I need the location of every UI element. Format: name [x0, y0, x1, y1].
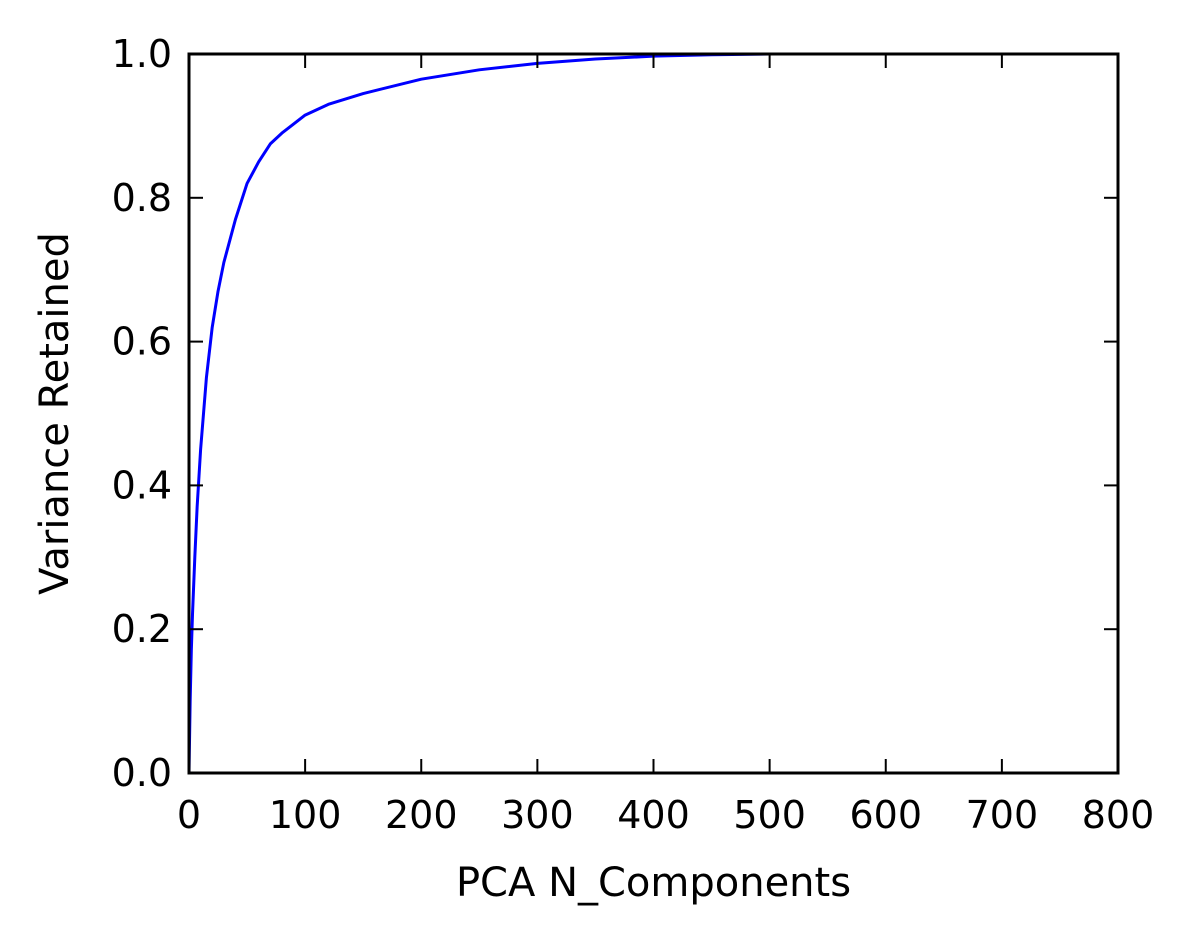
- x-tick-label-5: 500: [733, 793, 806, 837]
- x-tick-label-2: 200: [385, 793, 458, 837]
- tick-labels: 0 100 200 300 400 500 600 700 800 0.0 0.2 0.4 0.6 0.8…: [112, 32, 1155, 837]
- y-tick-label-3: 0.6: [112, 320, 172, 364]
- y-tick-label-1: 0.2: [112, 607, 172, 651]
- plot-frame: [187, 52, 1120, 775]
- y-tick-label-2: 0.4: [112, 463, 172, 507]
- x-tick-label-7: 700: [966, 793, 1039, 837]
- x-tick-label-4: 400: [617, 793, 690, 837]
- x-axis-label: PCA N_Components: [456, 860, 851, 906]
- x-tick-label-6: 600: [849, 793, 922, 837]
- y-tick-label-0: 0.0: [112, 751, 172, 795]
- series-line-0: [187, 52, 886, 774]
- y-tick-label-4: 0.8: [112, 176, 172, 220]
- x-tick-label-8: 800: [1082, 793, 1155, 837]
- y-tick-label-5: 1.0: [112, 32, 172, 76]
- y-axis-label: Variance Retained: [32, 232, 78, 595]
- x-tick-label-3: 300: [501, 793, 574, 837]
- x-tick-label-0: 0: [177, 793, 201, 837]
- x-tick-label-1: 100: [269, 793, 342, 837]
- plot-area: [187, 52, 886, 774]
